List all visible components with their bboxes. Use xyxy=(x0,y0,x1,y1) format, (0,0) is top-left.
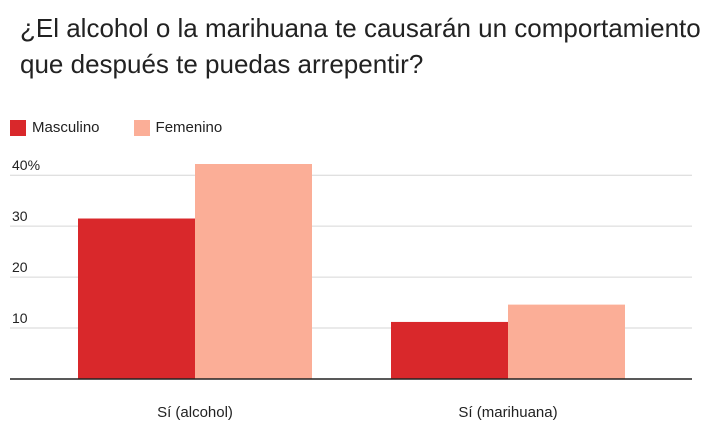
legend-label-femenino: Femenino xyxy=(155,119,223,136)
bar-femenino-1 xyxy=(508,304,625,379)
bars xyxy=(78,164,625,379)
y-tick-label: 40% xyxy=(12,157,40,173)
chart-legend: Masculino Femenino xyxy=(10,119,256,136)
y-tick-label: 20 xyxy=(12,259,28,275)
category-labels: Sí (alcohol) Sí (marihuana) xyxy=(157,404,558,421)
bar-femenino-0 xyxy=(195,164,312,379)
category-label: Sí (marihuana) xyxy=(458,404,557,421)
y-tick-label: 10 xyxy=(12,310,28,326)
y-tick-label: 30 xyxy=(12,208,28,224)
legend-item-masculino: Masculino xyxy=(10,119,100,136)
legend-item-femenino: Femenino xyxy=(133,119,223,136)
legend-swatch-masculino xyxy=(10,119,26,136)
legend-swatch-femenino xyxy=(133,119,150,136)
bar-masculino-1 xyxy=(391,321,508,379)
legend-label-masculino: Masculino xyxy=(32,119,100,136)
chart-title: ¿El alcohol o la marihuana te causarán u… xyxy=(20,13,701,79)
category-label: Sí (alcohol) xyxy=(157,404,233,421)
y-tick-labels: 10 20 30 40% xyxy=(12,157,40,326)
bar-masculino-0 xyxy=(78,218,195,379)
